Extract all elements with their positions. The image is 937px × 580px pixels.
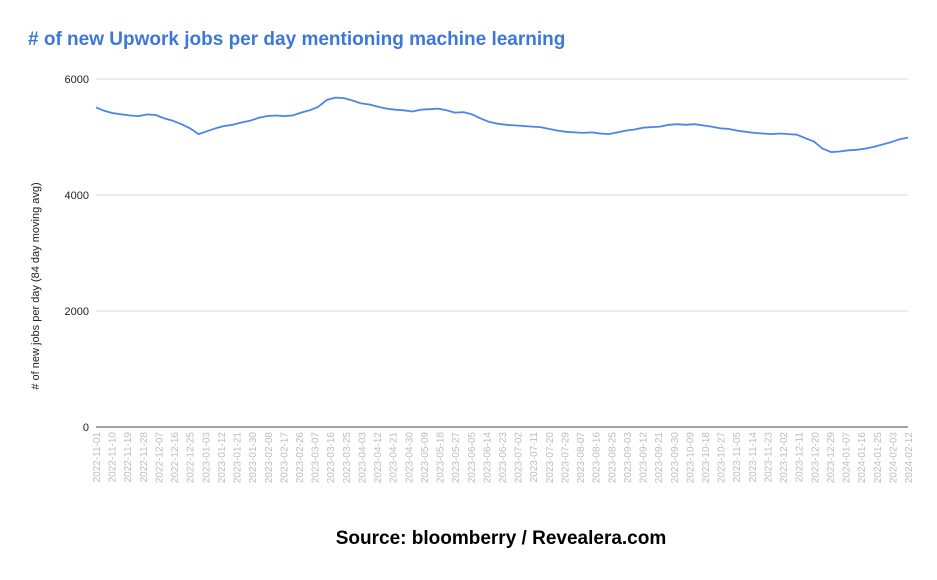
y-tick-label: 2000 bbox=[65, 306, 89, 318]
x-tick-label: 2024-01-07 bbox=[842, 432, 853, 484]
x-tick-label: 2024-01-25 bbox=[873, 432, 884, 484]
x-tick-label: 2023-12-11 bbox=[795, 432, 806, 483]
x-tick-label: 2023-05-27 bbox=[451, 432, 462, 484]
x-axis-ticks: 2022-11-01 2022-11-10 2022-11-19 2022-11-28… bbox=[92, 432, 915, 484]
y-axis-label: # of new jobs per day (84 day moving avg… bbox=[30, 182, 42, 389]
source-note: Source: bloomberry / Revealera.com bbox=[335, 528, 667, 549]
x-tick-label: 2023-11-23 bbox=[763, 432, 774, 483]
x-tick-label: 2024-02-12 bbox=[904, 432, 915, 484]
x-tick-label: 2022-11-10 bbox=[108, 432, 119, 483]
x-tick-label: 2022-11-01 bbox=[92, 432, 103, 483]
x-tick-label: 2023-09-03 bbox=[623, 432, 634, 484]
x-tick-label: 2024-01-16 bbox=[857, 432, 868, 484]
x-tick-label: 2023-01-30 bbox=[248, 432, 259, 484]
x-tick-label: 2023-09-30 bbox=[670, 432, 681, 484]
x-tick-label: 2023-05-18 bbox=[436, 432, 447, 484]
y-tick-label: 0 bbox=[83, 422, 89, 434]
x-tick-label: 2023-07-11 bbox=[529, 432, 540, 483]
x-tick-label: 2023-03-25 bbox=[342, 432, 353, 484]
x-tick-label: 2023-07-02 bbox=[514, 432, 525, 484]
x-tick-label: 2022-12-07 bbox=[154, 432, 165, 484]
x-tick-label: 2023-04-21 bbox=[389, 432, 400, 484]
x-tick-label: 2023-11-05 bbox=[732, 432, 743, 483]
x-tick-label: 2022-12-25 bbox=[186, 432, 197, 484]
x-tick-label: 2023-06-23 bbox=[498, 432, 509, 484]
x-tick-label: 2023-02-17 bbox=[279, 432, 290, 484]
x-tick-label: 2023-12-20 bbox=[810, 432, 821, 484]
x-tick-label: 2023-09-21 bbox=[654, 432, 665, 484]
x-tick-label: 2023-08-07 bbox=[576, 432, 587, 484]
x-tick-label: 2023-10-27 bbox=[717, 432, 728, 484]
grid-lines bbox=[96, 78, 908, 428]
x-tick-label: 2022-11-19 bbox=[123, 432, 134, 483]
x-tick-label: 2022-12-16 bbox=[170, 432, 181, 484]
x-tick-label: 2023-07-20 bbox=[545, 432, 556, 484]
y-tick-label: 4000 bbox=[65, 190, 89, 202]
x-tick-label: 2023-02-26 bbox=[295, 432, 306, 484]
x-tick-label: 2023-05-09 bbox=[420, 432, 431, 484]
series-line bbox=[95, 96, 909, 153]
x-tick-label: 2023-04-12 bbox=[373, 432, 384, 484]
x-tick-label: 2023-06-14 bbox=[482, 432, 493, 484]
x-tick-label: 2023-10-18 bbox=[701, 432, 712, 484]
x-tick-label: 2023-06-05 bbox=[467, 432, 478, 484]
x-tick-label: 2023-01-12 bbox=[217, 432, 228, 484]
x-tick-label: 2023-12-02 bbox=[779, 432, 790, 484]
x-tick-label: 2023-04-03 bbox=[357, 432, 368, 484]
x-tick-label: 2023-07-29 bbox=[560, 432, 571, 484]
x-tick-label: 2023-01-21 bbox=[233, 432, 244, 484]
x-tick-label: 2023-04-30 bbox=[404, 432, 415, 484]
x-tick-label: 2023-09-12 bbox=[639, 432, 650, 484]
x-tick-label: 2023-12-29 bbox=[826, 432, 837, 484]
y-axis-ticks: 0 2000 4000 6000 bbox=[65, 74, 89, 434]
x-tick-label: 2024-02-03 bbox=[888, 432, 899, 484]
x-tick-label: 2023-10-09 bbox=[685, 432, 696, 484]
x-tick-label: 2023-02-08 bbox=[264, 432, 275, 484]
chart-title: # of new Upwork jobs per day mentioning … bbox=[28, 29, 566, 50]
x-tick-label: 2023-03-07 bbox=[311, 432, 322, 484]
x-tick-label: 2022-11-28 bbox=[139, 432, 150, 483]
x-tick-label: 2023-01-03 bbox=[201, 432, 212, 484]
x-tick-label: 2023-08-16 bbox=[592, 432, 603, 484]
x-tick-label: 2023-03-16 bbox=[326, 432, 337, 484]
x-tick-label: 2023-11-14 bbox=[748, 432, 759, 483]
y-tick-label: 6000 bbox=[65, 74, 89, 86]
x-tick-label: 2023-08-25 bbox=[607, 432, 618, 484]
